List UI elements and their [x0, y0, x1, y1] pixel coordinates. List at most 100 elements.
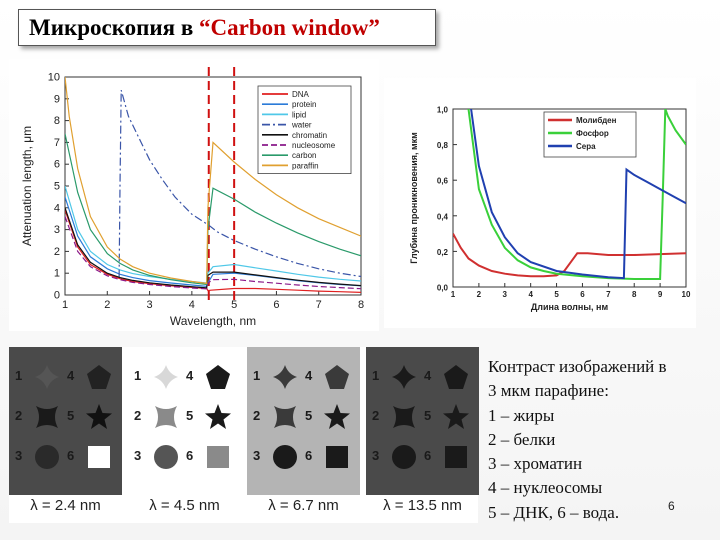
concave-square-fill	[155, 406, 177, 428]
circle-shape	[273, 445, 297, 469]
shape-holder	[204, 363, 232, 396]
shape-holder	[271, 363, 299, 396]
y-tick-label: 8	[54, 115, 60, 127]
shape-number: 3	[134, 448, 142, 463]
shape-number: 5	[186, 408, 194, 423]
x-axis-label: Длина волны, нм	[531, 302, 609, 312]
caption-line: 3 – хроматин	[488, 454, 583, 474]
attenuation-chart-panel: 0 1 2 3 4 5 6 7 8 9 10 1 2 3 4 5 6 7 8 Wavelength, nm Attenu…	[9, 59, 379, 331]
y-axis-label: Глубина проникновения, мкм	[409, 132, 419, 264]
x-tick-label: 3	[503, 290, 508, 299]
y-tick-label: 1	[54, 268, 60, 280]
y-tick-label: 4	[54, 202, 60, 214]
shape-number: 2	[134, 408, 142, 423]
shape-holder	[390, 443, 418, 476]
star-shape	[205, 404, 231, 429]
concave-square-shape	[274, 406, 296, 428]
series-line-carbon	[65, 133, 361, 286]
star-shape	[443, 404, 469, 429]
star-fill	[205, 404, 231, 429]
concave-square-fill	[393, 406, 415, 428]
x-axis-label: Wavelength, nm	[170, 314, 256, 328]
x-tick-label: 1	[62, 299, 68, 311]
x-tick-label: 8	[632, 290, 637, 299]
square-shape	[88, 446, 110, 468]
shape-holder	[442, 443, 470, 476]
y-tick-label: 7	[54, 137, 60, 149]
circle-shape	[35, 445, 59, 469]
pentagon-shape	[325, 365, 349, 389]
diamond-star-fill	[273, 365, 297, 389]
legend-label: protein	[292, 100, 316, 109]
y-tick-label: 5	[54, 181, 60, 193]
caption-line: 5 – ДНК, 6 – вода.	[488, 502, 620, 522]
legend-label: Фосфор	[576, 129, 609, 138]
y-tick-label: 0,8	[437, 141, 449, 150]
wavelength-label: λ = 4.5 nm	[149, 497, 220, 514]
series-line-protein	[65, 196, 361, 287]
star-fill	[86, 404, 112, 429]
legend-label: lipid	[292, 110, 306, 119]
caption-line: 2 – белки	[488, 429, 556, 449]
circle-shape	[154, 445, 178, 469]
x-tick-label: 4	[189, 299, 195, 311]
wavelength-label: λ = 2.4 nm	[30, 497, 101, 514]
x-tick-label: 7	[316, 299, 322, 311]
contrast-tile: 1 2 3 4 5 6	[9, 347, 122, 495]
title-accent: “Carbon window”	[199, 15, 380, 40]
plot-frame	[452, 108, 687, 288]
wavelength-label: λ = 6.7 nm	[268, 497, 339, 514]
legend-box	[257, 85, 352, 174]
shape-number: 1	[134, 368, 142, 383]
shape-number: 4	[67, 368, 75, 383]
circle-fill	[154, 445, 178, 469]
penetration-chart-panel: 0,0 0,2 0,4 0,6 0,8 1,0 1 2 3 4 5 6 7 8 9 10 Длина волны…	[384, 78, 696, 328]
shape-holder	[204, 403, 232, 436]
legend-label: carbon	[292, 151, 316, 160]
pentagon-shape	[444, 365, 468, 389]
x-tick-label: 2	[477, 290, 482, 299]
square-fill	[88, 446, 110, 468]
shape-holder	[390, 403, 418, 436]
series-line-nucleosome	[65, 216, 361, 290]
caption-line: 4 – нуклеосомы	[488, 478, 603, 498]
shape-holder	[85, 363, 113, 396]
x-tick-label: 2	[104, 299, 110, 311]
circle-fill	[35, 445, 59, 469]
shape-number: 3	[372, 448, 380, 463]
square-fill	[326, 446, 348, 468]
pentagon-fill	[87, 365, 111, 389]
shape-holder	[85, 443, 113, 476]
series-line-water	[118, 89, 361, 278]
shape-holder	[33, 403, 61, 436]
shape-holder	[152, 403, 180, 436]
shape-number: 2	[372, 408, 380, 423]
diamond-star-shape	[273, 365, 297, 389]
circle-shape	[392, 445, 416, 469]
x-tick-label: 8	[358, 299, 364, 311]
shape-holder	[204, 443, 232, 476]
series-line-сера	[470, 109, 686, 280]
caption-line: Контраст изображений в	[488, 357, 667, 376]
shape-number: 5	[67, 408, 75, 423]
shape-holder	[85, 403, 113, 436]
contrast-tile: 1 2 3 4 5 6	[366, 347, 479, 495]
shape-number: 1	[372, 368, 380, 383]
shape-holder	[33, 363, 61, 396]
shape-number: 3	[15, 448, 23, 463]
star-fill	[324, 404, 350, 429]
pentagon-shape	[206, 365, 230, 389]
y-tick-label: 0	[54, 290, 60, 302]
caption-line: 1 – жиры	[488, 405, 555, 425]
star-shape	[86, 404, 112, 429]
square-shape	[445, 446, 467, 468]
x-tick-label: 7	[606, 290, 611, 299]
diamond-star-fill	[392, 365, 416, 389]
title-prefix: Микроскопия в	[29, 15, 200, 40]
shape-holder	[323, 403, 351, 436]
y-tick-label: 0,2	[437, 248, 449, 257]
y-tick-label: 0,6	[437, 177, 449, 186]
diamond-star-shape	[154, 365, 178, 389]
shape-holder	[152, 363, 180, 396]
pentagon-fill	[206, 365, 230, 389]
